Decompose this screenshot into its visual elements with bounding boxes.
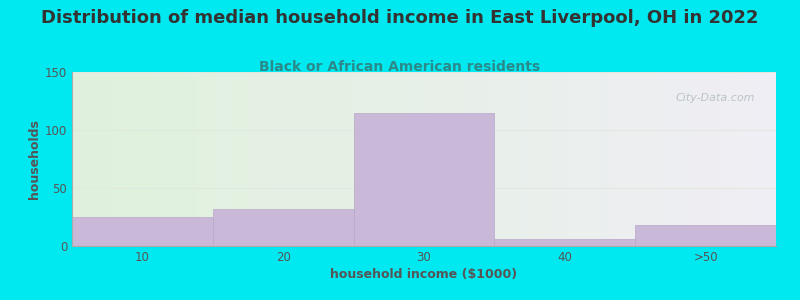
Bar [72, 217, 213, 246]
Bar [354, 112, 494, 246]
Y-axis label: households: households [28, 119, 41, 199]
Bar [213, 209, 354, 246]
X-axis label: household income ($1000): household income ($1000) [330, 268, 518, 281]
Text: Distribution of median household income in East Liverpool, OH in 2022: Distribution of median household income … [42, 9, 758, 27]
Text: Black or African American residents: Black or African American residents [259, 60, 541, 74]
Text: City-Data.com: City-Data.com [675, 93, 755, 103]
Bar [635, 225, 776, 246]
Bar [494, 239, 635, 246]
